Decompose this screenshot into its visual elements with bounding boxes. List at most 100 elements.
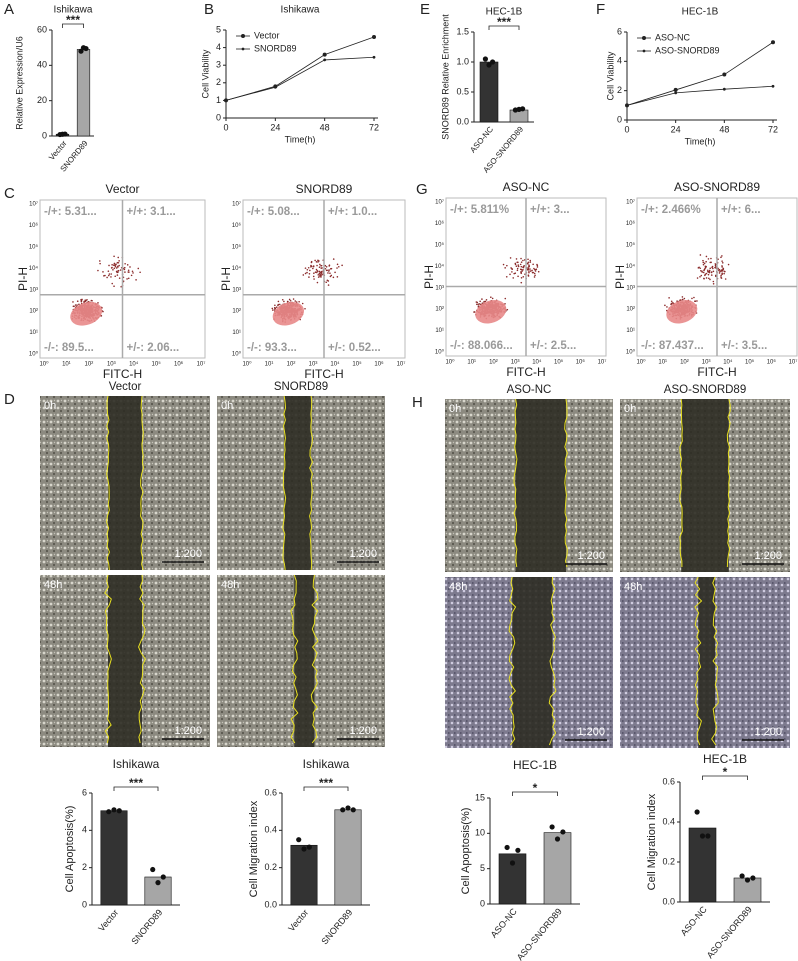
- flow-dot: [670, 300, 673, 303]
- flow-dot: [325, 266, 328, 268]
- y-tick-label: 10⁷: [232, 201, 241, 208]
- y-tick-label: 10⁴: [626, 263, 636, 270]
- flow-dot: [126, 278, 128, 280]
- flow-dot: [712, 282, 715, 285]
- quadrant-label: +/-: 2.06...: [127, 342, 180, 354]
- x-tick-label: 0: [223, 122, 228, 132]
- chart-title: Ishikawa: [281, 5, 320, 16]
- flow-dot: [310, 266, 312, 268]
- flow-dot: [327, 284, 330, 286]
- flow-dot: [111, 266, 113, 269]
- flow-density: [475, 300, 507, 324]
- flow-dot: [700, 274, 703, 277]
- flow-dot: [119, 269, 122, 271]
- flow-dot: [281, 298, 284, 301]
- y-tick-label: 2: [216, 77, 221, 87]
- series-line: [626, 41, 774, 106]
- flow-dot: [117, 256, 120, 259]
- y-tick-label: 0: [42, 130, 47, 140]
- y-tick-label: 10⁷: [626, 199, 635, 206]
- y-tick-label: 10⁵: [232, 243, 242, 250]
- wound-edge: [104, 574, 112, 744]
- significance: ***: [319, 776, 333, 790]
- y-tick-label: 0.4: [662, 816, 675, 826]
- y-tick-label: 10²: [435, 307, 444, 313]
- flow-dot: [516, 269, 519, 272]
- flow-dot: [533, 272, 536, 275]
- time-label: 0h: [221, 400, 233, 412]
- flow-dot: [99, 260, 101, 262]
- x-axis-label: FITC-H: [304, 367, 343, 381]
- flow-dot: [86, 298, 88, 301]
- series-marker: [372, 55, 376, 59]
- x-tick-label: 10⁶: [576, 359, 586, 366]
- flow-dot: [527, 258, 529, 261]
- flow-dot: [114, 275, 117, 278]
- chart-title: HEC-1B: [486, 7, 523, 18]
- flow-dot: [113, 267, 116, 270]
- flow-dot: [522, 268, 524, 271]
- y-tick-label: 10⁵: [626, 241, 636, 248]
- x-axis-label: Time(h): [685, 136, 716, 146]
- flow-dot: [721, 265, 723, 267]
- flow-dot: [511, 271, 513, 273]
- wound-gap: [515, 399, 566, 572]
- flow-dot: [102, 271, 104, 273]
- flow-dot: [127, 271, 130, 273]
- y-tick-label: 10⁰: [626, 349, 636, 356]
- quadrant-label: -/+: 5.08...: [247, 206, 300, 218]
- flow-dot: [696, 300, 698, 302]
- column-title: ASO-NC: [507, 384, 552, 396]
- flow-dot: [324, 267, 327, 270]
- flow-dot: [103, 275, 105, 277]
- flow-dot: [316, 281, 319, 284]
- panel-label: E: [420, 1, 430, 18]
- flow-dot: [139, 271, 141, 274]
- bar: [334, 809, 362, 906]
- flow-dot: [316, 270, 319, 272]
- flow-dot: [131, 270, 134, 273]
- data-point: [116, 808, 122, 814]
- flow-dot: [672, 301, 674, 304]
- flow-dot: [326, 269, 328, 272]
- y-tick-label: 0: [617, 114, 622, 124]
- series-marker: [673, 87, 678, 92]
- x-tick-label: 10⁰: [39, 361, 49, 368]
- flow-dot: [514, 272, 517, 275]
- x-tick-label: 10⁷: [397, 361, 406, 368]
- flow-dot: [325, 281, 328, 284]
- flow-dot: [681, 296, 684, 298]
- flow-dot: [534, 274, 536, 277]
- time-label: 48h: [44, 579, 62, 591]
- flow-dot: [319, 263, 321, 266]
- flow-dot: [312, 275, 315, 278]
- flow-dot: [704, 266, 707, 269]
- flow-dot: [529, 270, 532, 272]
- quadrant-label: -/-: 87.437...: [641, 340, 704, 352]
- data-point: [160, 874, 166, 880]
- x-tick-label: 72: [768, 124, 778, 134]
- y-axis-label: Cell Viability: [605, 51, 615, 100]
- y-axis-label: Cell Migration index: [646, 793, 658, 890]
- chart-title: HEC-1B: [703, 752, 747, 766]
- bar: [479, 61, 499, 123]
- flow-dot: [271, 307, 274, 310]
- flow-dot: [520, 268, 523, 271]
- flow-dot: [522, 276, 525, 278]
- series-marker: [625, 103, 629, 107]
- flow-dot: [702, 261, 705, 264]
- y-tick-label: 10²: [29, 309, 38, 315]
- y-tick-label: 6: [82, 787, 87, 797]
- flow-dot: [110, 273, 113, 275]
- flow-dot: [292, 298, 295, 300]
- y-axis-label: Relative Expression/U6: [14, 36, 24, 130]
- y-tick-label: 0.2: [662, 856, 675, 866]
- y-tick-label: 3: [216, 60, 221, 70]
- flow-dot: [483, 300, 485, 303]
- flow-dot: [535, 268, 538, 271]
- flow-dot: [529, 259, 532, 262]
- y-tick-label: 10⁵: [435, 241, 445, 248]
- flow-dot: [709, 267, 712, 270]
- y-tick-label: 0.4: [264, 825, 277, 835]
- x-tick-label: 10²: [680, 360, 689, 366]
